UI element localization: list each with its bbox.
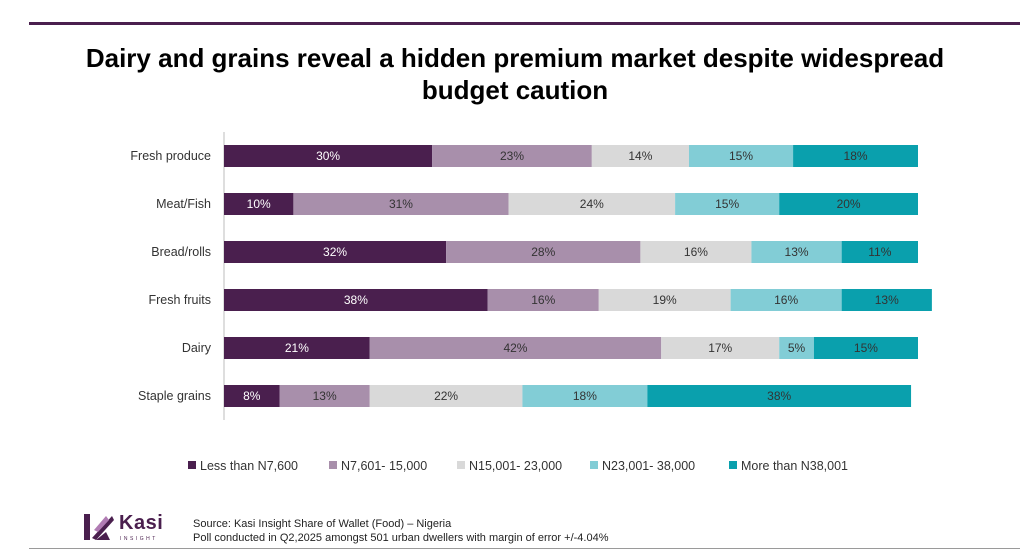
bar-segment bbox=[369, 385, 523, 407]
bar-segment bbox=[446, 241, 641, 263]
data-label: 32% bbox=[323, 245, 347, 259]
bar-segment bbox=[487, 289, 599, 311]
legend-swatch bbox=[590, 461, 598, 469]
data-label: 28% bbox=[531, 245, 555, 259]
bar-segment bbox=[647, 385, 912, 407]
data-label: 13% bbox=[875, 293, 899, 307]
bar-segment bbox=[293, 193, 509, 215]
data-label: 14% bbox=[628, 149, 652, 163]
data-label: 16% bbox=[774, 293, 798, 307]
bar-segment bbox=[224, 289, 488, 311]
top-rule bbox=[29, 22, 1020, 25]
data-label: 19% bbox=[653, 293, 677, 307]
category-label: Bread/rolls bbox=[151, 245, 211, 259]
data-label: 38% bbox=[767, 389, 791, 403]
bar-segment bbox=[432, 145, 592, 167]
legend-item: Less than N7,600 bbox=[188, 459, 298, 473]
legend-item: More than N38,001 bbox=[729, 459, 848, 473]
data-label: 23% bbox=[500, 149, 524, 163]
legend-swatch bbox=[457, 461, 465, 469]
data-label: 30% bbox=[316, 149, 340, 163]
bar-segment bbox=[793, 145, 918, 167]
legend-swatch bbox=[729, 461, 737, 469]
data-label: 16% bbox=[684, 245, 708, 259]
category-label: Fresh fruits bbox=[148, 293, 211, 307]
stacked-bar-chart: Fresh produce 30% 23% 14% 15% 18% Meat/Fish 10%… bbox=[130, 132, 932, 420]
data-label: 13% bbox=[313, 389, 337, 403]
data-label: 15% bbox=[729, 149, 753, 163]
bar-segment bbox=[779, 193, 918, 215]
legend-label: N15,001- 23,000 bbox=[469, 459, 563, 473]
bar-segment bbox=[640, 241, 752, 263]
legend-label: Less than N7,600 bbox=[200, 459, 298, 473]
bar-segment bbox=[813, 337, 918, 359]
category-label: Fresh produce bbox=[130, 149, 211, 163]
category-label: Staple grains bbox=[138, 389, 211, 403]
bar-segment bbox=[279, 385, 370, 407]
data-label: 13% bbox=[785, 245, 809, 259]
data-label: 24% bbox=[580, 197, 604, 211]
bar-segment bbox=[224, 337, 370, 359]
category-label: Dairy bbox=[182, 341, 212, 355]
data-label: 15% bbox=[854, 341, 878, 355]
bar-segment bbox=[688, 145, 794, 167]
bar-segment bbox=[730, 289, 842, 311]
legend-label: N7,601- 15,000 bbox=[341, 459, 428, 473]
data-label: 11% bbox=[868, 245, 891, 259]
logo-tagline: INSIGHT bbox=[120, 536, 158, 542]
data-label: 18% bbox=[844, 149, 868, 163]
bar-segment bbox=[598, 289, 731, 311]
bar-segment bbox=[591, 145, 689, 167]
chart-legend: Less than N7,600 N7,601- 15,000 N15,001- 2… bbox=[185, 459, 885, 477]
kasi-logo-icon bbox=[84, 514, 114, 540]
data-label: 22% bbox=[434, 389, 458, 403]
source-line-1: Source: Kasi Insight Share of Wallet (Fo… bbox=[193, 518, 452, 530]
bar-segment bbox=[661, 337, 780, 359]
legend-label: More than N38,001 bbox=[741, 459, 849, 473]
source-note: Source: Kasi Insight Share of Wallet (Fo… bbox=[193, 517, 608, 545]
legend-item: N23,001- 38,000 bbox=[590, 459, 695, 473]
bar-segment bbox=[508, 193, 676, 215]
chart-title: Dairy and grains reveal a hidden premium… bbox=[85, 43, 945, 105]
data-label: 5% bbox=[788, 341, 806, 355]
data-label: 31% bbox=[389, 197, 413, 211]
source-line-2: Poll conducted in Q2,2025 amongst 501 ur… bbox=[193, 532, 609, 544]
bar-segment bbox=[675, 193, 780, 215]
legend-item: N7,601- 15,000 bbox=[329, 459, 427, 473]
bar-segment bbox=[841, 241, 918, 263]
bar-segment bbox=[224, 193, 294, 215]
legend-item: N15,001- 23,000 bbox=[457, 459, 562, 473]
data-label: 15% bbox=[715, 197, 739, 211]
data-label: 20% bbox=[837, 197, 861, 211]
data-label: 17% bbox=[708, 341, 732, 355]
data-label: 16% bbox=[531, 293, 555, 307]
data-label: 42% bbox=[503, 341, 527, 355]
logo-name: Kasi bbox=[119, 512, 164, 534]
data-label: 10% bbox=[247, 197, 271, 211]
bar-segment bbox=[841, 289, 932, 311]
bar-segment bbox=[369, 337, 662, 359]
bar-segment bbox=[779, 337, 814, 359]
data-label: 21% bbox=[285, 341, 309, 355]
kasi-logo: Kasi INSIGHT bbox=[82, 510, 182, 546]
bar-segment bbox=[751, 241, 842, 263]
category-label: Meat/Fish bbox=[156, 197, 211, 211]
legend-label: N23,001- 38,000 bbox=[602, 459, 696, 473]
bar-segment bbox=[224, 385, 280, 407]
legend-swatch bbox=[188, 461, 196, 469]
bottom-rule bbox=[29, 548, 1020, 549]
data-label: 8% bbox=[243, 389, 261, 403]
bar-segment bbox=[522, 385, 648, 407]
legend-swatch bbox=[329, 461, 337, 469]
data-label: 38% bbox=[344, 293, 368, 307]
data-label: 18% bbox=[573, 389, 597, 403]
bar-segment bbox=[224, 241, 447, 263]
bar-segment bbox=[224, 145, 433, 167]
